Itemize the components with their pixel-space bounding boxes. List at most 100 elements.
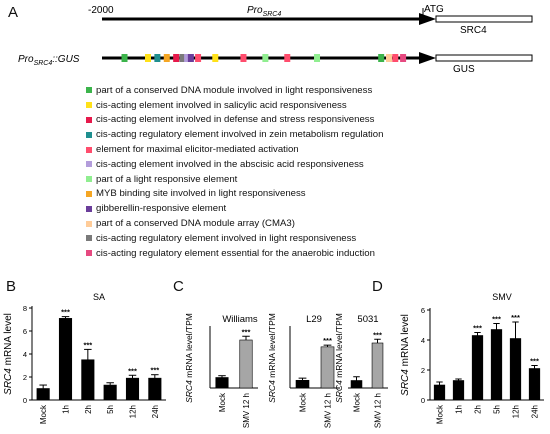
legend-text: element for maximal elicitor-mediated ac…	[96, 144, 299, 156]
chart-williams: Williams SRC4 mRNA level/TPM Mock *** SMV 12…	[184, 313, 258, 428]
x-tick-label: Mock	[353, 392, 362, 412]
legend-text: cis-acting regulatory element involved i…	[96, 129, 384, 141]
legend-item: cis-acting element involved in salicylic…	[86, 98, 383, 113]
promoter-label: ProSRC4	[247, 5, 281, 18]
x-tick-label: 1h	[455, 405, 464, 414]
atg-label: ATG	[424, 4, 444, 15]
chart-title: L29	[306, 314, 322, 325]
y-axis-label: SRC4 mRNA level	[3, 313, 14, 395]
legend-item: gibberellin-responsive element	[86, 201, 383, 216]
construct-label: ProSRC4::GUS	[18, 54, 80, 67]
x-tick-label: 12h	[129, 405, 138, 418]
legend-text: cis-acting element involved in defense a…	[96, 114, 375, 126]
chart-title: 5031	[357, 314, 378, 325]
y-tick-label: 4	[23, 350, 27, 359]
legend-swatch	[86, 220, 92, 227]
legend-swatch	[86, 102, 92, 109]
significance-label: ***	[492, 315, 501, 324]
legend-swatch	[86, 146, 92, 153]
axes: 0 2 4 6 8	[23, 304, 166, 405]
x-tick-label: 12h	[512, 405, 521, 418]
y-axis-label: SRC4 mRNA level/TPM	[184, 313, 194, 403]
chart-title: SMV	[492, 292, 512, 302]
cis-element-marks	[121, 54, 407, 62]
panel-letter-c: C	[173, 278, 184, 295]
panel-letter-d: D	[372, 278, 383, 295]
bar	[350, 380, 363, 389]
legend-item: element for maximal elicitor-mediated ac…	[86, 142, 383, 157]
y-tick-label: 4	[421, 336, 425, 345]
legend-item: part of a conserved DNA module involved …	[86, 83, 383, 98]
legend-item: cis-acting regulatory element essential …	[86, 246, 383, 261]
y-tick-label: 2	[23, 373, 27, 382]
y-tick-label: 8	[23, 304, 27, 313]
significance-label: ***	[150, 366, 159, 375]
x-tick-label: 1h	[62, 405, 71, 414]
legend-item: cis-acting regulatory element involved i…	[86, 231, 383, 246]
bar	[509, 338, 522, 401]
y-tick-label: 6	[23, 327, 27, 336]
chart-smv: 0 2 4 6 SMV SRC4 mRNA level Mock 1h *** 2h *** 5h **…	[400, 292, 544, 424]
src4-gene-label: SRC4	[460, 25, 487, 36]
legend-text: cis-acting regulatory element involved i…	[96, 232, 357, 244]
legend-swatch	[86, 205, 92, 212]
significance-label: ***	[373, 330, 382, 339]
legend-text: gibberellin-responsive element	[96, 203, 227, 215]
legend-text: cis-acting regulatory element essential …	[96, 247, 375, 259]
gus-gene-label: GUS	[453, 64, 475, 75]
cis-element-mark	[121, 54, 128, 62]
cis-element-mark	[173, 54, 180, 62]
x-tick-label: Mock	[436, 404, 445, 424]
y-tick-label: 0	[421, 396, 425, 405]
legend-item: part of a light responsive element	[86, 172, 383, 187]
legend-item: cis-acting regulatory element involved i…	[86, 127, 383, 142]
cis-element-mark	[163, 54, 170, 62]
bar	[528, 368, 541, 401]
start-position-label: -2000	[88, 5, 114, 16]
x-tick-label: 2h	[84, 405, 93, 414]
bar	[433, 384, 446, 401]
bar	[36, 388, 50, 401]
bar	[81, 359, 95, 401]
significance-label: ***	[128, 366, 137, 375]
cis-element-mark	[378, 54, 385, 62]
x-tick-label: 24h	[151, 405, 160, 418]
cis-element-mark	[195, 54, 202, 62]
legend-text: cis-acting element involved in salicylic…	[96, 99, 347, 111]
bar	[452, 380, 465, 401]
bar	[320, 346, 335, 389]
construct-arrowhead	[419, 52, 436, 64]
axes: 0 2 4 6	[421, 306, 544, 405]
x-tick-label: 2h	[474, 405, 483, 414]
legend-swatch	[86, 176, 92, 183]
cis-element-mark	[284, 54, 291, 62]
legend-swatch	[86, 116, 92, 123]
significance-label: ***	[473, 324, 482, 333]
legend-swatch	[86, 190, 92, 197]
legend-item: cis-acting element involved in the absci…	[86, 157, 383, 172]
y-axis-label: SRC4 mRNA level/TPM	[268, 313, 277, 403]
bar	[215, 377, 229, 389]
legend-swatch	[86, 250, 92, 257]
significance-label: ***	[530, 357, 539, 366]
src4-gene-box	[435, 15, 533, 23]
bar	[148, 377, 162, 401]
chart-sa: 0 2 4 6 8 SA SRC4 mRNA level Mock *** 1h *** 2h 5h **…	[3, 292, 166, 424]
legend-text: cis-acting element involved in the absci…	[96, 158, 364, 170]
legend-swatch	[86, 131, 92, 138]
bar	[371, 342, 384, 389]
cis-element-mark	[187, 54, 194, 62]
legend-swatch	[86, 161, 92, 168]
cis-element-legend: part of a conserved DNA module involved …	[86, 83, 383, 261]
bar	[239, 339, 253, 389]
significance-label: ***	[242, 327, 251, 336]
bar	[58, 318, 73, 401]
legend-text: part of a conserved DNA module array (CM…	[96, 218, 295, 230]
y-tick-label: 2	[421, 366, 425, 375]
legend-swatch	[86, 235, 92, 242]
cis-element-mark	[314, 54, 321, 62]
y-tick-label: 0	[23, 396, 27, 405]
legend-text: part of a light responsive element	[96, 173, 238, 185]
legend-text: MYB binding site involved in light respo…	[96, 188, 306, 200]
